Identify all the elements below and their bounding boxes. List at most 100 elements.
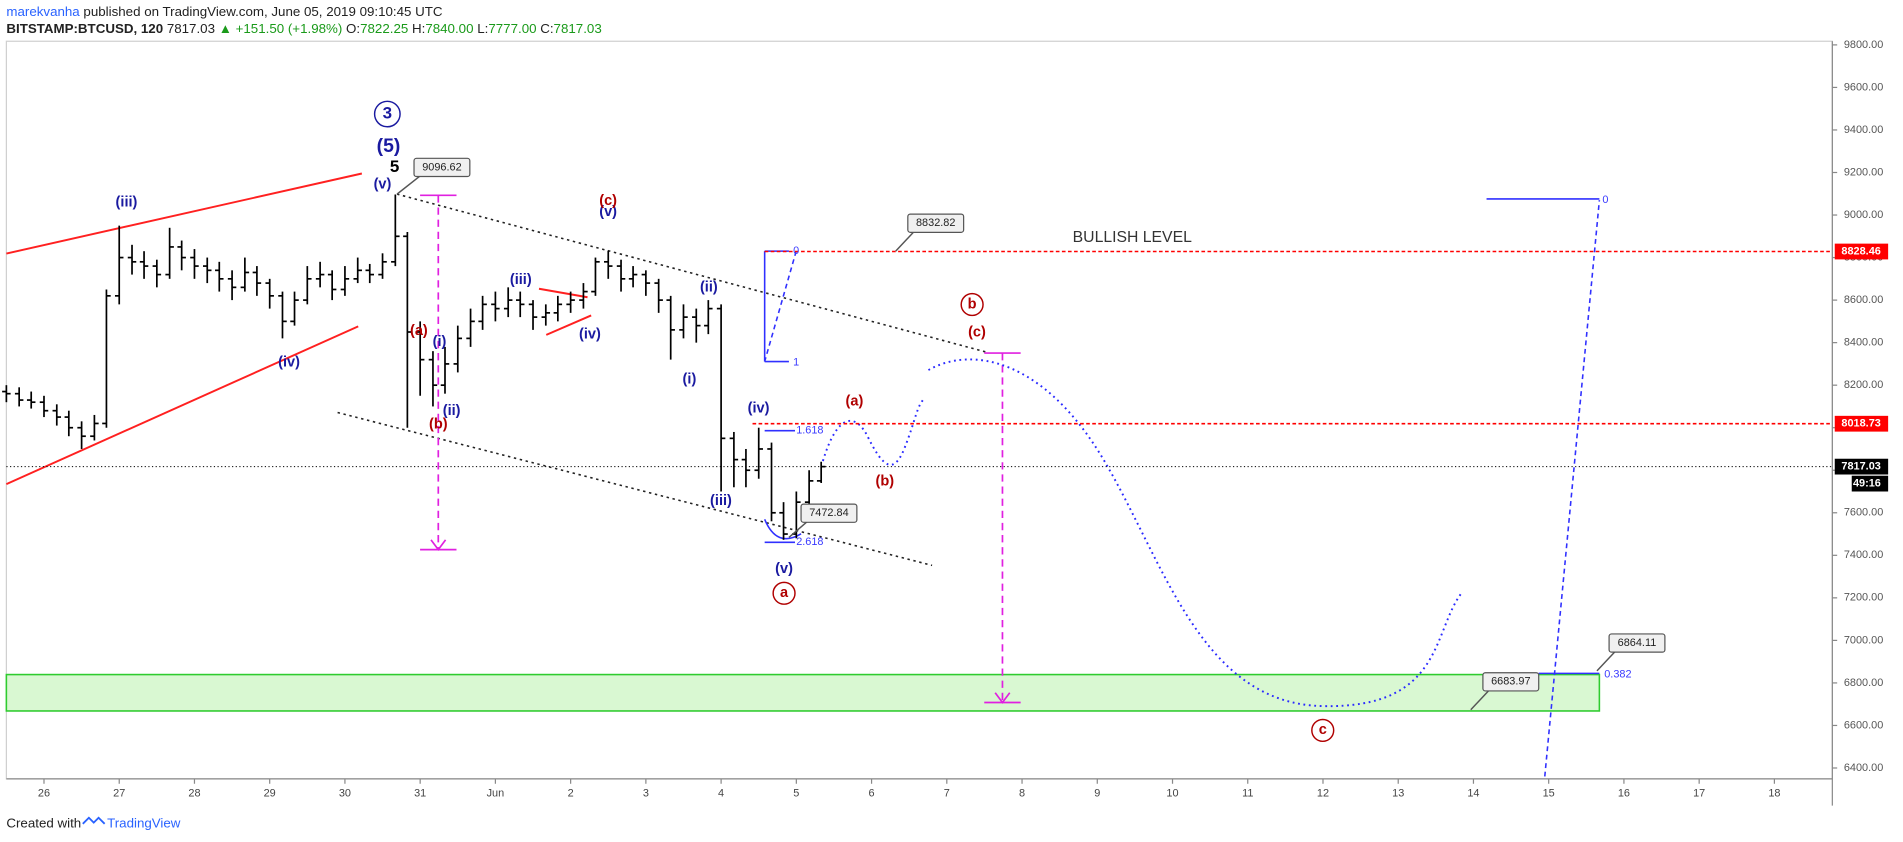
- level-label: 8828.46: [1841, 245, 1880, 257]
- o-label: O:: [342, 21, 360, 36]
- projection-paths: [821, 358, 1464, 708]
- l-value: 7777.00: [488, 21, 536, 36]
- annotation: (v): [599, 204, 617, 220]
- y-tick-label: 7400.00: [1844, 549, 1883, 561]
- header-line: marekvanha published on TradingView.com,…: [6, 4, 443, 19]
- y-tick-label: 9400.00: [1844, 124, 1883, 136]
- x-tick-label: 4: [718, 787, 724, 799]
- l-label: L:: [474, 21, 489, 36]
- x-tick-label: 7: [944, 787, 950, 799]
- y-tick-label: 7600.00: [1844, 507, 1883, 519]
- annotation: 1.618: [796, 425, 823, 437]
- callout-box: [907, 213, 965, 233]
- callout-pointer: [1470, 689, 1490, 711]
- y-tick-label: 7200.00: [1844, 592, 1883, 604]
- annotation: (b): [875, 474, 894, 490]
- x-tick-label: 5: [793, 787, 799, 799]
- x-tick-label: 26: [38, 787, 50, 799]
- annotation: (a): [846, 393, 864, 409]
- y-tick-label: 9600.00: [1844, 81, 1883, 93]
- callout-pointer: [895, 231, 915, 252]
- callout-box: [413, 157, 471, 178]
- last: 7817.03: [163, 21, 215, 36]
- annotation: c: [1319, 722, 1327, 738]
- target-zone: [5, 673, 1601, 712]
- callout-label: 7472.84: [809, 507, 848, 519]
- x-tick-label: 29: [264, 787, 276, 799]
- c-value: 7817.03: [554, 21, 602, 36]
- symbol: BITSTAMP:BTCUSD, 120: [6, 21, 163, 36]
- author: marekvanha: [6, 4, 80, 19]
- annotation: (iii): [710, 493, 732, 509]
- measure-arrows: [420, 194, 1021, 704]
- x-tick-label: 16: [1618, 787, 1630, 799]
- annotation: (iii): [510, 272, 532, 288]
- annotation: (a): [410, 323, 428, 339]
- x-tick-label: 3: [643, 787, 649, 799]
- x-tick-label: 10: [1166, 787, 1178, 799]
- legend-line: BITSTAMP:BTCUSD, 120 7817.03 ▲ +151.50 (…: [6, 21, 601, 36]
- annotation: (iv): [579, 327, 601, 343]
- footer-brand: TradingView: [107, 815, 181, 830]
- annotation-circle: [960, 292, 984, 317]
- level-label: 8018.73: [1841, 418, 1880, 430]
- callout-pointer: [1596, 651, 1616, 672]
- annotation-circle: [772, 581, 796, 605]
- x-tick-label: 31: [414, 787, 426, 799]
- channel-lines: [337, 193, 986, 567]
- x-tick-label: 6: [869, 787, 875, 799]
- footer-created: Created with: [6, 815, 81, 830]
- annotation: (ii): [443, 403, 461, 419]
- x-tick-label: Jun: [487, 787, 505, 799]
- y-tick-label: 8600.00: [1844, 294, 1883, 306]
- callout-pointer: [396, 175, 421, 195]
- annotation: 2.618: [796, 536, 823, 548]
- annotation-circle: [373, 100, 401, 128]
- countdown-box: [1851, 475, 1889, 492]
- x-tick-label: 28: [188, 787, 200, 799]
- x-tick-label: 18: [1768, 787, 1780, 799]
- brand-icon: [82, 816, 106, 825]
- y-tick-label: 9000.00: [1844, 209, 1883, 221]
- change: ▲ +151.50 (+1.98%): [215, 21, 342, 36]
- annotation: (iv): [278, 355, 300, 371]
- annotation: (i): [683, 372, 697, 388]
- published: published on TradingView.com, June 05, 2…: [80, 4, 443, 19]
- annotation: 0: [793, 245, 799, 257]
- y-tick-label: 6600.00: [1844, 719, 1883, 731]
- annotation: (ii): [700, 279, 718, 295]
- annotation-circle: [1311, 718, 1335, 743]
- y-tick-label: 6800.00: [1844, 677, 1883, 689]
- x-tick-label: 8: [1019, 787, 1025, 799]
- y-tick-label: 8400.00: [1844, 337, 1883, 349]
- countdown: 49:16: [1853, 477, 1881, 489]
- y-tick-label: 9200.00: [1844, 166, 1883, 178]
- annotation: (iii): [116, 194, 138, 210]
- x-tick-label: 12: [1317, 787, 1329, 799]
- callout-label: 8832.82: [916, 217, 955, 229]
- x-tick-label: 17: [1693, 787, 1705, 799]
- callout-box: [800, 503, 858, 523]
- annotation: 3: [383, 104, 392, 123]
- y-tick-label: 7000.00: [1844, 634, 1883, 646]
- level-label-box: [1834, 415, 1889, 432]
- annotation: (c): [968, 324, 986, 340]
- callout-label: 6864.11: [1618, 637, 1657, 649]
- c-label: C:: [537, 21, 554, 36]
- o-value: 7822.25: [360, 21, 408, 36]
- x-tick-label: 15: [1543, 787, 1555, 799]
- x-tick-label: 14: [1467, 787, 1479, 799]
- x-tick-label: 2: [568, 787, 574, 799]
- level-label-box: [1834, 458, 1889, 475]
- annotation: (5): [377, 135, 401, 157]
- callout-box: [1482, 672, 1540, 692]
- callout-label: 6683.97: [1491, 676, 1530, 688]
- callout-pointer: [788, 521, 808, 539]
- annotation: 1: [793, 357, 799, 369]
- wedge-lines: [5, 172, 592, 485]
- annotation: (v): [775, 561, 793, 577]
- y-tick-label: 9800.00: [1844, 39, 1883, 51]
- y-tick-label: 6400.00: [1844, 762, 1883, 774]
